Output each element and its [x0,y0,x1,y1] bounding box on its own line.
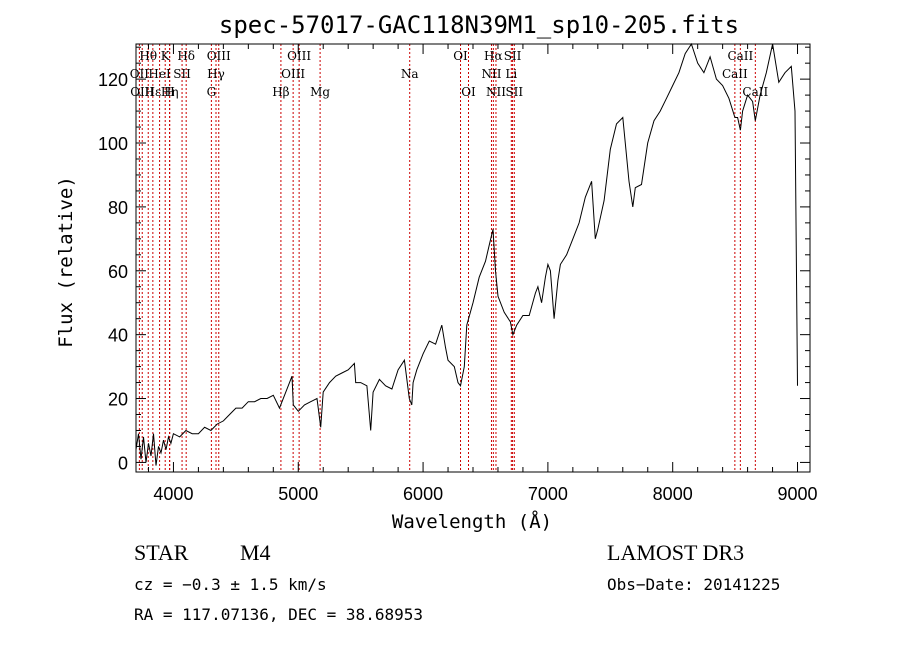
line-label: Hθ [139,49,157,63]
x-axis-label: Wavelength (Å) [392,510,552,533]
line-label: Hε [145,85,162,99]
x-tick-label: 7000 [528,484,568,504]
line-labels: HθOIIOIIIHεHeIKHHηSIIHδGHγOIIIHβOIIIOIII… [130,49,769,99]
line-label: Hα [484,49,503,63]
x-tick-label: 6000 [403,484,443,504]
line-label: Hβ [272,85,289,99]
line-label: OII [130,67,150,81]
line-label: OI [461,85,476,99]
line-label: K [161,49,171,63]
line-label: Li [505,67,517,81]
line-label: OIII [207,49,231,63]
y-axis: 0 20 40 60 80 100 120 [98,46,810,473]
chart-title: spec-57017-GAC118N39M1_sp10-205.fits [219,11,739,39]
redshift-cz: cz = −0.3 ± 1.5 km/s [134,575,327,594]
line-label: OIII [281,67,305,81]
y-tick-label: 0 [118,453,128,473]
y-tick-label: 120 [98,70,128,90]
y-tick-label: 80 [108,198,128,218]
line-label: SII [173,67,191,81]
line-label: HeI [148,67,171,81]
spectrum-line [135,42,798,466]
y-tick-label: 40 [108,326,128,346]
line-label: Hδ [177,49,195,63]
line-label: OI [453,49,468,63]
ra-dec: RA = 117.07136, DEC = 38.68953 [134,605,423,624]
x-tick-label: 8000 [653,484,693,504]
line-label: NII [481,67,501,81]
x-tick-label: 4000 [153,484,193,504]
line-label: SII [505,85,523,99]
y-tick-label: 60 [108,262,128,282]
x-axis: 4000 5000 6000 7000 8000 9000 [147,44,818,504]
line-label: Hγ [207,67,225,81]
line-label: CaII [722,67,748,81]
survey-name: LAMOST DR3 [607,540,744,565]
obs-date: Obs−Date: 20141225 [607,575,780,594]
x-tick-label: 5000 [278,484,318,504]
x-tick-label: 9000 [777,484,817,504]
line-label: SII [504,49,522,63]
object-class: STAR [134,540,189,565]
line-label: Hη [161,85,179,99]
line-markers [138,44,756,472]
object-subclass: M4 [240,540,271,565]
y-tick-label: 100 [98,134,128,154]
line-label: Mg [310,85,330,99]
line-label: NII [486,85,506,99]
line-label: G [207,85,217,99]
y-tick-label: 20 [108,390,128,410]
line-label: OIII [287,49,311,63]
y-axis-label: Flux (relative) [55,176,77,348]
line-label: H [164,85,174,99]
line-label: CaII [742,85,768,99]
line-label: CaII [727,49,753,63]
line-label: Na [401,67,419,81]
